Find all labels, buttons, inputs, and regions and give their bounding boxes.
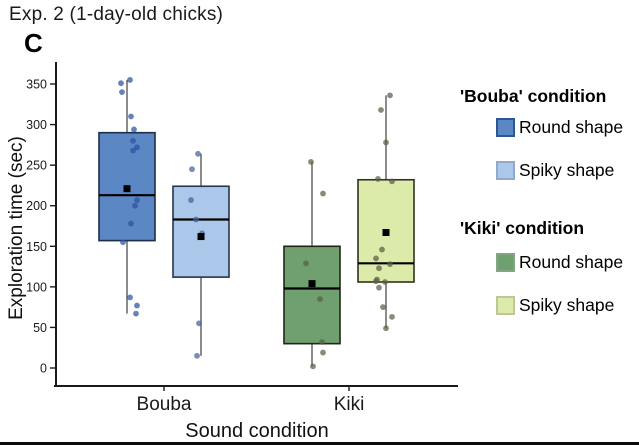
data-point	[375, 176, 381, 182]
y-tick-label: 150	[26, 240, 47, 254]
data-point	[389, 313, 395, 320]
figure-title: Exp. 2 (1-day-old chicks)	[9, 4, 224, 25]
y-tick-label: 350	[26, 78, 47, 92]
figure-divider	[0, 442, 639, 445]
data-point	[134, 197, 140, 203]
data-point	[320, 349, 326, 356]
data-point	[310, 363, 316, 370]
data-point	[389, 178, 395, 185]
y-tick-label: 200	[26, 199, 47, 213]
data-point	[119, 89, 125, 96]
data-point	[127, 77, 133, 83]
data-point	[130, 147, 136, 154]
data-point	[193, 216, 199, 223]
legend-label: Round shape	[519, 116, 624, 137]
legend-item-bouba-spiky: Spiky shape	[496, 159, 615, 180]
legend-swatch-bouba-spiky	[496, 160, 515, 180]
mean-marker	[382, 228, 390, 236]
data-point	[195, 150, 201, 157]
data-point	[189, 166, 195, 173]
data-point	[134, 144, 140, 151]
y-tick-label: 0	[40, 362, 47, 376]
data-point	[188, 197, 194, 203]
data-point	[379, 246, 385, 253]
x-tick-label: Bouba	[137, 394, 192, 415]
data-point	[380, 304, 386, 311]
y-tick-label: 250	[26, 159, 47, 173]
data-point	[196, 320, 202, 327]
data-point	[317, 296, 323, 302]
legend-swatch-kiki-round	[496, 252, 515, 272]
data-point	[320, 190, 326, 197]
y-axis-title: Exploration time (sec)	[6, 136, 27, 320]
data-point	[383, 325, 389, 332]
y-tick-label: 100	[26, 280, 47, 294]
data-point	[387, 261, 393, 268]
data-point	[128, 220, 134, 227]
y-tick-label: 300	[26, 118, 47, 132]
box-kiki-round-shape	[283, 245, 341, 345]
legend-group-kiki-title: 'Kiki' condition	[460, 218, 585, 238]
legend-label: Spiky shape	[519, 159, 615, 180]
panel-letter: C	[24, 28, 43, 58]
data-point	[132, 202, 138, 209]
legend-item-kiki-round: Round shape	[496, 251, 624, 272]
data-point	[376, 265, 382, 272]
y-tick-label: 50	[33, 321, 47, 335]
x-tick-label: Kiki	[334, 394, 365, 415]
data-point	[378, 107, 384, 113]
x-axis-title: Sound condition	[185, 420, 329, 442]
mean-marker	[308, 280, 316, 288]
mean-marker	[123, 185, 131, 193]
data-point	[131, 126, 137, 133]
mean-marker	[197, 233, 205, 241]
data-point	[387, 92, 393, 99]
data-point	[303, 260, 309, 267]
legend-swatch-kiki-spiky	[496, 295, 515, 315]
data-point	[133, 310, 139, 317]
data-point	[382, 279, 388, 285]
data-point	[194, 352, 200, 359]
data-point	[128, 113, 134, 120]
legend-swatch-bouba-round	[496, 117, 515, 137]
data-point	[373, 278, 379, 285]
data-point	[308, 159, 314, 165]
box-bouba-round-shape	[98, 131, 156, 242]
data-point	[130, 137, 136, 144]
legend-item-kiki-spiky: Spiky shape	[496, 294, 615, 315]
data-point	[376, 284, 382, 291]
legend-label: Round shape	[519, 251, 624, 272]
data-point	[120, 239, 126, 246]
data-point	[134, 302, 140, 309]
data-point	[118, 80, 124, 87]
legend-label: Spiky shape	[519, 294, 615, 315]
data-point	[127, 294, 133, 301]
data-point	[383, 139, 389, 146]
legend: 'Bouba' condition Round shape Spiky shap…	[452, 86, 638, 336]
data-point	[373, 255, 379, 262]
data-point	[319, 339, 325, 345]
legend-item-bouba-round: Round shape	[496, 116, 624, 137]
legend-group-bouba-title: 'Bouba' condition	[460, 86, 607, 106]
